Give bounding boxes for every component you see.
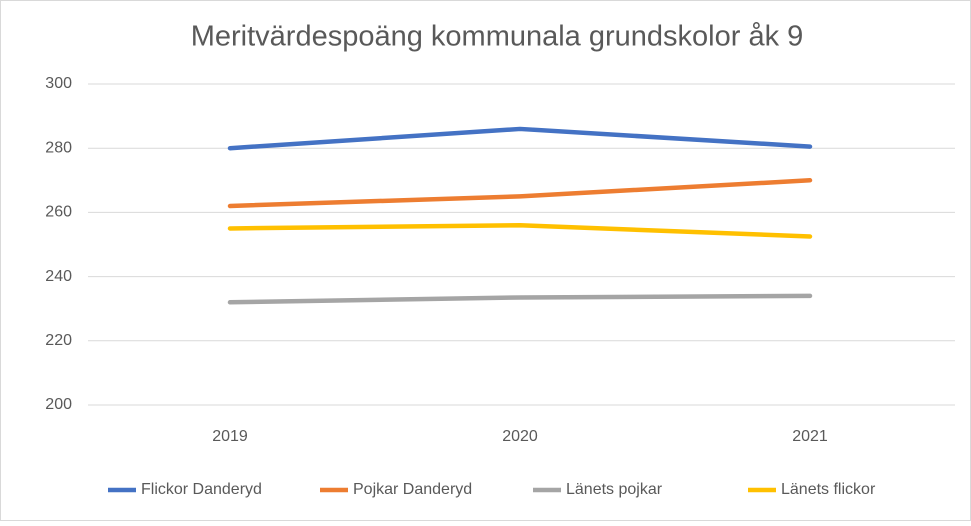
line-series (227, 178, 813, 209)
y-tick-label: 260 (45, 204, 72, 221)
line-series (227, 222, 813, 239)
line-series (227, 293, 813, 305)
line-series (227, 126, 813, 151)
y-tick-label: 280 (45, 139, 72, 156)
x-tick-label: 2019 (212, 428, 248, 445)
legend-label: Flickor Danderyd (141, 481, 262, 498)
legend-label: Länets flickor (781, 481, 876, 498)
y-tick-label: 220 (45, 332, 72, 349)
legend-label: Länets pojkar (566, 481, 663, 498)
legend-label: Pojkar Danderyd (353, 481, 472, 498)
y-tick-label: 240 (45, 268, 72, 285)
x-tick-label: 2021 (792, 428, 828, 445)
x-tick-label: 2020 (502, 428, 538, 445)
chart-title: Meritvärdespoäng kommunala grundskolor å… (191, 21, 804, 53)
y-tick-label: 300 (45, 75, 72, 92)
y-tick-label: 200 (45, 396, 72, 413)
